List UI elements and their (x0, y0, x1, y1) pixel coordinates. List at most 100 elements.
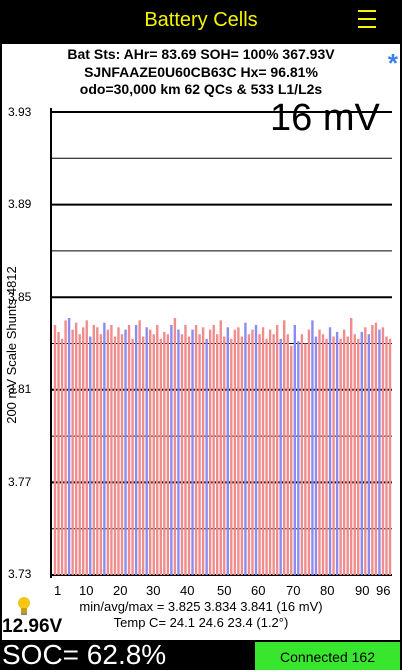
cell-bar (138, 320, 141, 575)
cell-bar (96, 327, 99, 575)
x-tick-label: 90 (355, 583, 370, 598)
cell-bar (134, 324, 138, 575)
cell-bar (328, 327, 332, 575)
cell-bar (251, 329, 254, 575)
cell-bar (381, 327, 385, 575)
cell-bar (364, 327, 367, 575)
cell-bar (233, 329, 237, 575)
cell-bar (64, 320, 67, 575)
battery-status-line: Bat Sts: AHr= 83.69 SOH= 100% 367.93V (67, 46, 335, 62)
cell-bar (141, 336, 145, 575)
cell-bar (187, 336, 191, 575)
cell-bar (152, 334, 155, 575)
y-tick-label: 3.81 (8, 382, 32, 396)
x-tick-label: 80 (320, 583, 335, 598)
x-tick-label: 30 (146, 583, 161, 598)
cell-bar (74, 322, 78, 575)
cell-bar (170, 324, 173, 575)
cell-bar (293, 324, 296, 575)
cell-bar (159, 338, 162, 575)
cell-bar (286, 334, 289, 575)
odometer-line: odo=30,000 km 62 QCs & 533 L1/L2s (79, 81, 323, 97)
cell-bar (82, 327, 85, 575)
cell-bar (378, 329, 381, 575)
hamburger-menu-icon[interactable] (358, 6, 376, 32)
cell-bar (110, 324, 113, 575)
cell-bar (247, 334, 251, 575)
cell-bar (219, 320, 222, 575)
cell-bar (279, 338, 282, 575)
cell-bar (240, 336, 244, 575)
cell-bar (106, 329, 110, 575)
cell-bar (272, 334, 275, 575)
x-tick-label: 20 (113, 583, 128, 598)
cell-bar (374, 322, 378, 575)
cell-bar (92, 324, 95, 575)
cell-bar (371, 324, 374, 575)
lightbulb-icon[interactable] (16, 596, 32, 621)
y-tick-label: 3.73 (8, 567, 32, 581)
cell-bar (335, 331, 339, 575)
cell-bar (268, 329, 272, 575)
y-tick-label: 3.77 (8, 475, 32, 489)
left-border (0, 44, 2, 640)
vin-line: SJNFAAZE0U60CB63C Hx= 96.81% (84, 64, 318, 80)
right-border (400, 44, 402, 640)
cell-bar (350, 318, 353, 575)
cell-bar (177, 329, 180, 575)
cell-bar (353, 334, 356, 575)
cell-bar (89, 336, 92, 575)
cell-bar (342, 329, 346, 575)
cell-bar (53, 324, 57, 575)
cell-bar (297, 341, 300, 575)
x-tick-label: 70 (286, 583, 301, 598)
cell-bar (205, 338, 208, 575)
cell-bar (321, 334, 325, 575)
cell-bar (216, 334, 219, 575)
cell-bar (156, 324, 159, 575)
cell-bar (166, 334, 170, 575)
cell-bar (184, 324, 187, 575)
x-tick-label: 40 (180, 583, 195, 598)
x-tick-label: 60 (251, 583, 266, 598)
cell-bar (145, 327, 148, 575)
cell-bar (67, 318, 71, 575)
cell-bar (117, 327, 120, 575)
cell-bar (261, 327, 265, 575)
cell-bar (237, 327, 240, 575)
cell-bar (163, 331, 166, 575)
cell-bar (283, 320, 286, 575)
connection-status-badge[interactable]: Connected 162 (255, 642, 400, 670)
min-avg-max-readout: min/avg/max = 3.825 3.834 3.841 (16 mV) (79, 599, 323, 614)
cell-bar (290, 345, 293, 575)
cell-bar (265, 338, 268, 575)
cell-bar (360, 331, 363, 575)
cell-bar (332, 336, 335, 575)
cell-bar (307, 329, 311, 575)
state-of-charge: SOC= 62.8% (2, 639, 167, 670)
x-tick-label: 50 (217, 583, 232, 598)
temperature-readout: Temp C= 24.1 24.6 23.4 (1.2°) (113, 615, 289, 630)
x-tick-label: 96 (376, 583, 391, 598)
cell-bar (201, 327, 205, 575)
cell-bar (99, 334, 103, 575)
cell-bar (346, 336, 349, 575)
cell-bar (325, 338, 328, 575)
cell-bar (254, 324, 258, 575)
cell-bar (127, 324, 131, 575)
cell-bar (173, 318, 177, 575)
cell-bar (120, 334, 124, 575)
cell-bar (385, 336, 388, 575)
cell-bar (124, 329, 127, 575)
cell-bar (103, 322, 106, 575)
cell-bar (57, 331, 60, 575)
cell-bar (311, 320, 314, 575)
cell-bar (244, 322, 247, 575)
page-title: Battery Cells (144, 9, 258, 31)
cell-bar (275, 324, 279, 575)
aux-battery-voltage: 12.96V (2, 616, 63, 637)
snowflake-icon[interactable]: * (387, 48, 398, 78)
cell-bar (314, 336, 318, 575)
cell-bar (198, 334, 201, 575)
